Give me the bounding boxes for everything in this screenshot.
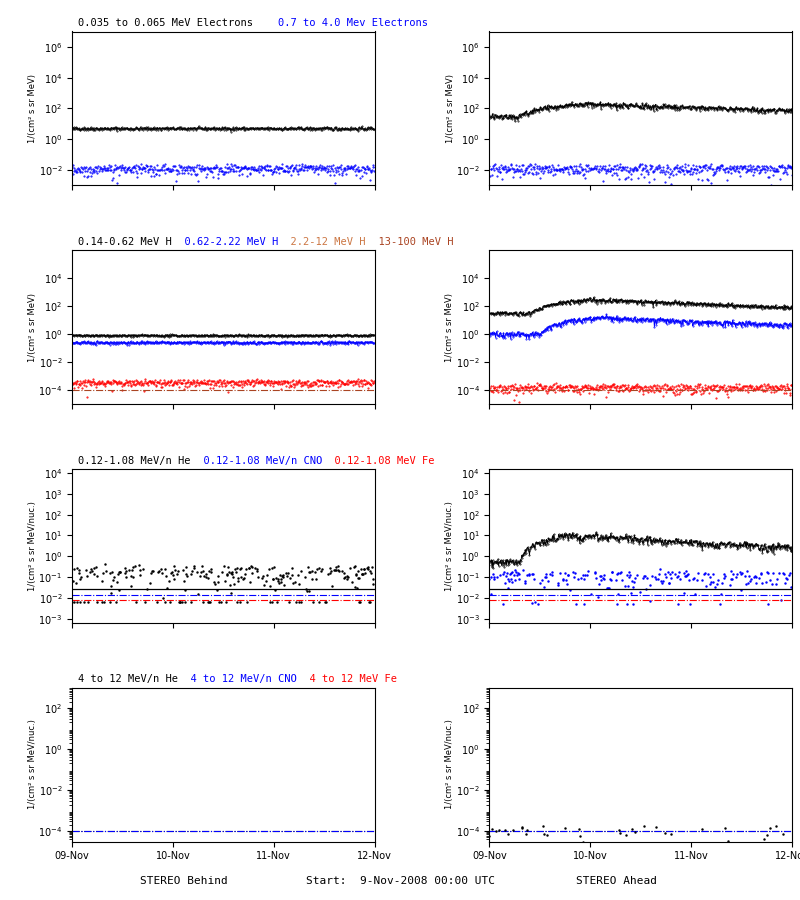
Text: Start:  9-Nov-2008 00:00 UTC: Start: 9-Nov-2008 00:00 UTC xyxy=(306,876,494,886)
Text: STEREO Behind: STEREO Behind xyxy=(140,876,228,886)
Y-axis label: 1/(cm² s sr MeV): 1/(cm² s sr MeV) xyxy=(445,292,454,362)
Text: 4 to 12 MeV Fe: 4 to 12 MeV Fe xyxy=(297,674,397,684)
Text: 0.035 to 0.065 MeV Electrons: 0.035 to 0.065 MeV Electrons xyxy=(78,18,253,29)
Text: 4 to 12 MeV/n CNO: 4 to 12 MeV/n CNO xyxy=(178,674,297,684)
Y-axis label: 1/(cm² s sr MeV): 1/(cm² s sr MeV) xyxy=(28,292,37,362)
Text: 13-100 MeV H: 13-100 MeV H xyxy=(366,237,453,248)
Y-axis label: 1/(cm² s sr MeV/nuc.): 1/(cm² s sr MeV/nuc.) xyxy=(446,501,454,590)
Text: 0.12-1.08 MeV/n CNO: 0.12-1.08 MeV/n CNO xyxy=(190,455,322,466)
Y-axis label: 1/(cm² s sr MeV/nuc.): 1/(cm² s sr MeV/nuc.) xyxy=(28,720,37,809)
Y-axis label: 1/(cm² s sr MeV/nuc.): 1/(cm² s sr MeV/nuc.) xyxy=(28,501,37,590)
Text: 0.12-1.08 MeV/n He: 0.12-1.08 MeV/n He xyxy=(78,455,190,466)
Text: 2.2-12 MeV H: 2.2-12 MeV H xyxy=(278,237,366,248)
Text: 4 to 12 MeV/n He: 4 to 12 MeV/n He xyxy=(78,674,178,684)
Y-axis label: 1/(cm² s sr MeV): 1/(cm² s sr MeV) xyxy=(28,74,37,143)
Text: 0.12-1.08 MeV Fe: 0.12-1.08 MeV Fe xyxy=(322,455,434,466)
Text: 0.7 to 4.0 Mev Electrons: 0.7 to 4.0 Mev Electrons xyxy=(253,18,428,29)
Text: STEREO Ahead: STEREO Ahead xyxy=(575,876,657,886)
Y-axis label: 1/(cm² s sr MeV/nuc.): 1/(cm² s sr MeV/nuc.) xyxy=(445,720,454,809)
Y-axis label: 1/(cm² s sr MeV): 1/(cm² s sr MeV) xyxy=(446,74,454,143)
Text: 0.14-0.62 MeV H: 0.14-0.62 MeV H xyxy=(78,237,172,248)
Text: 0.62-2.22 MeV H: 0.62-2.22 MeV H xyxy=(172,237,278,248)
